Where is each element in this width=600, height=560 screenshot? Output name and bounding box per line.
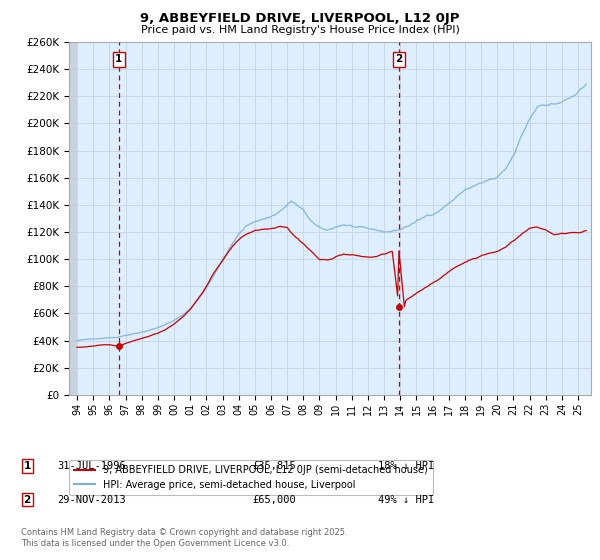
Text: 1: 1 [23,461,31,471]
Text: £65,000: £65,000 [252,494,296,505]
Text: 31-JUL-1996: 31-JUL-1996 [57,461,126,471]
Bar [69,42,77,395]
Text: 29-NOV-2013: 29-NOV-2013 [57,494,126,505]
Text: 18% ↓ HPI: 18% ↓ HPI [378,461,434,471]
Text: Price paid vs. HM Land Registry's House Price Index (HPI): Price paid vs. HM Land Registry's House … [140,25,460,35]
Text: 2: 2 [23,494,31,505]
Text: 2: 2 [395,54,403,64]
Text: 1: 1 [115,54,122,64]
Legend: 9, ABBEYFIELD DRIVE, LIVERPOOL, L12 0JP (semi-detached house), HPI: Average pric: 9, ABBEYFIELD DRIVE, LIVERPOOL, L12 0JP … [69,460,433,494]
Text: Contains HM Land Registry data © Crown copyright and database right 2025.
This d: Contains HM Land Registry data © Crown c… [21,528,347,548]
Text: 49% ↓ HPI: 49% ↓ HPI [378,494,434,505]
Text: £35,815: £35,815 [252,461,296,471]
Text: 9, ABBEYFIELD DRIVE, LIVERPOOL, L12 0JP: 9, ABBEYFIELD DRIVE, LIVERPOOL, L12 0JP [140,12,460,25]
